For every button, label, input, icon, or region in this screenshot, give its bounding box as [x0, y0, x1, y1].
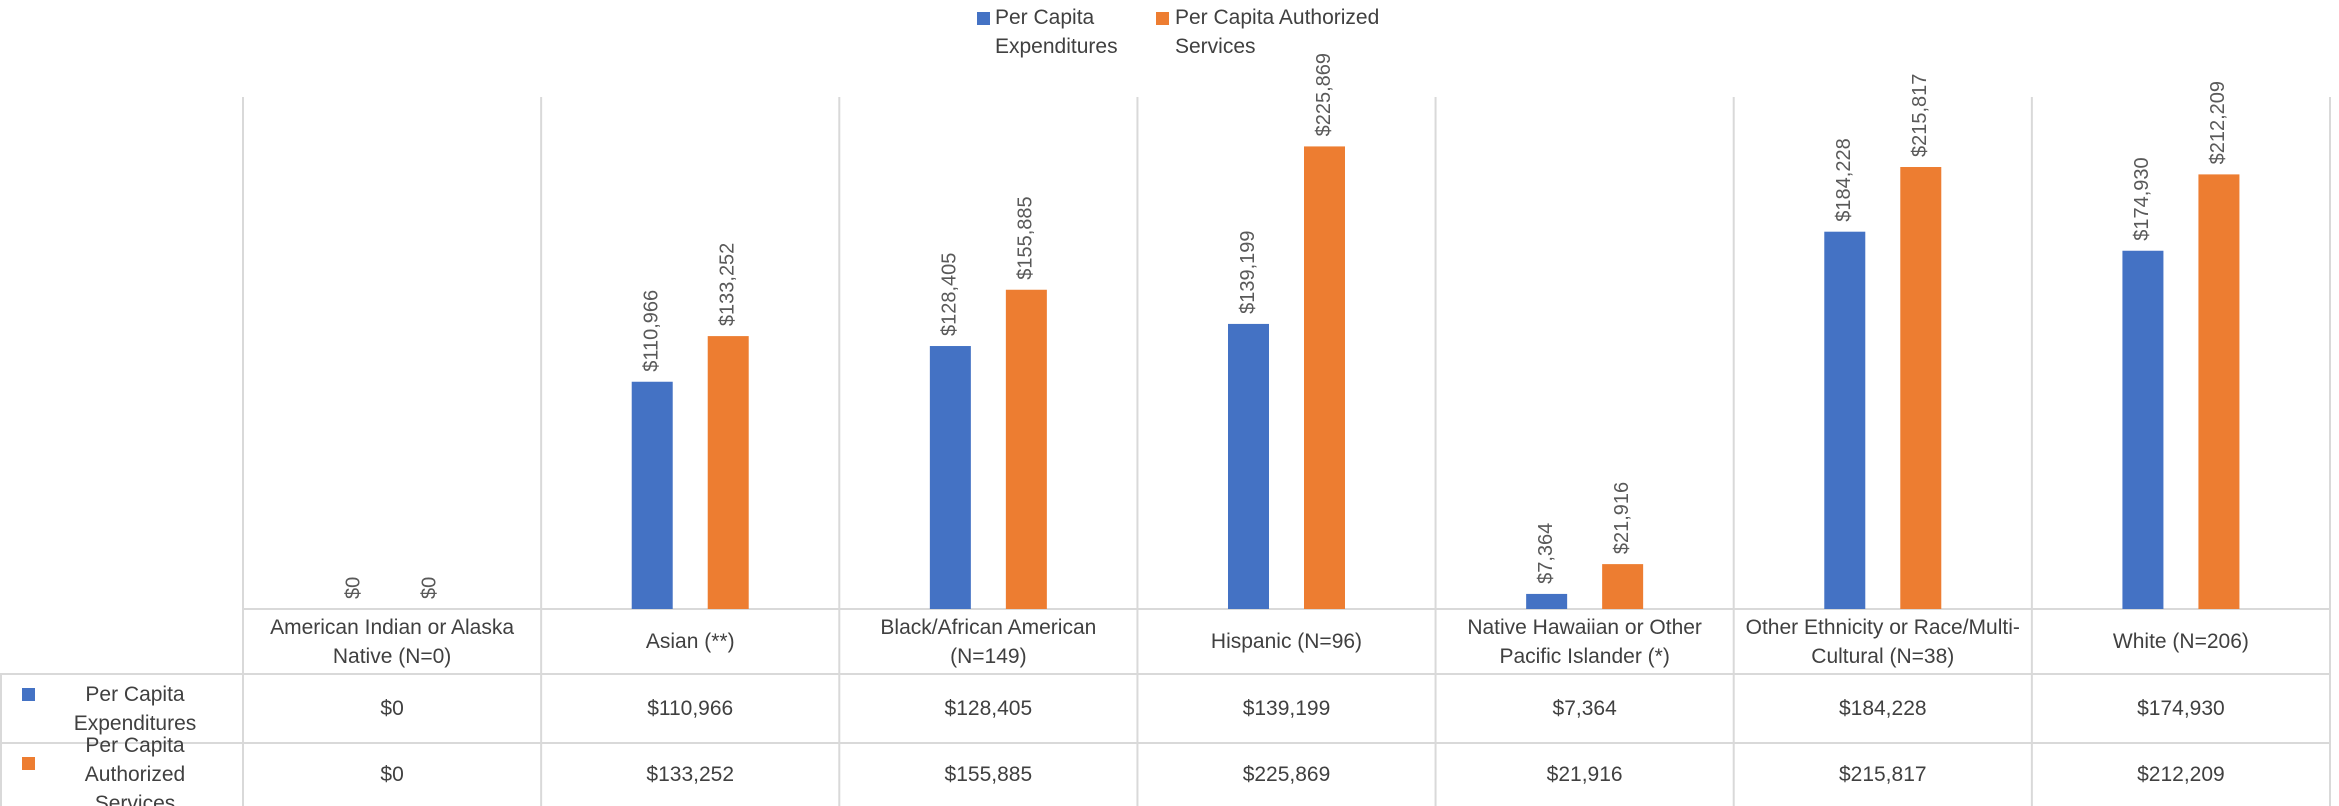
legend-label: Per Capita Expenditures	[995, 6, 1118, 58]
data-label: $110,966	[640, 290, 662, 372]
table-value: $174,930	[2137, 697, 2225, 720]
data-label: $21,916	[1611, 482, 1633, 554]
legend-label: Per Capita Authorized Services	[1175, 6, 1380, 58]
data-label: $174,930	[2131, 157, 2153, 240]
table-value: $155,885	[944, 763, 1033, 786]
table-value: $139,199	[1242, 697, 1331, 720]
data-label: $215,817	[1909, 74, 1931, 157]
data-label: $133,252	[716, 243, 738, 326]
data-label: $0	[342, 577, 364, 599]
bar	[1526, 593, 1568, 609]
table-value: $184,228	[1838, 697, 1927, 720]
category-label: Native Hawaiian or Other Pacific Islande…	[1467, 615, 1702, 668]
legend-key	[1156, 12, 1169, 25]
bar	[929, 346, 971, 609]
table-value: $225,869	[1242, 763, 1331, 786]
table-value: $133,252	[646, 763, 734, 786]
bar	[631, 381, 673, 609]
data-label: $139,199	[1237, 230, 1259, 313]
category-label: Asian (**)	[645, 630, 735, 653]
bar	[707, 336, 749, 609]
bar	[1900, 167, 1942, 610]
row-header: Per Capita Expenditures	[73, 682, 197, 735]
category-label: Black/African American (N=149)	[880, 615, 1097, 668]
table-value: $21,916	[1546, 763, 1623, 786]
data-label: $155,885	[1015, 196, 1037, 279]
table-value: $7,364	[1552, 697, 1617, 720]
data-label: $128,405	[939, 253, 961, 336]
bar	[1602, 564, 1644, 609]
bar	[1304, 146, 1345, 609]
table-value: $0	[380, 697, 404, 720]
legend-key	[22, 688, 35, 701]
category-label: American Indian or Alaska Native (N=0)	[270, 615, 515, 668]
table-value: $215,817	[1838, 763, 1927, 786]
table-value: $212,209	[2137, 763, 2225, 786]
data-label: $225,869	[1313, 53, 1335, 136]
data-label: $184,228	[1833, 138, 1855, 221]
legend-key	[977, 12, 990, 25]
bar	[2198, 174, 2240, 609]
category-label: Other Ethnicity or Race/Multi-Cultural (…	[1745, 615, 2020, 668]
bar	[1228, 323, 1269, 609]
data-label: $7,364	[1535, 523, 1557, 584]
data-label: $212,209	[2207, 81, 2229, 164]
table-value: $0	[380, 763, 404, 786]
category-label: Hispanic (N=96)	[1210, 630, 1363, 653]
bar	[1824, 231, 1866, 609]
legend-key	[22, 757, 35, 770]
category-label: White (N=206)	[2112, 630, 2249, 653]
bar	[1005, 289, 1047, 609]
data-label: $0	[418, 577, 440, 599]
table-value: $110,966	[647, 697, 734, 720]
table-value: $128,405	[944, 697, 1033, 720]
row-header: Per Capita Authorized Services	[84, 734, 186, 806]
bar	[2122, 250, 2164, 610]
